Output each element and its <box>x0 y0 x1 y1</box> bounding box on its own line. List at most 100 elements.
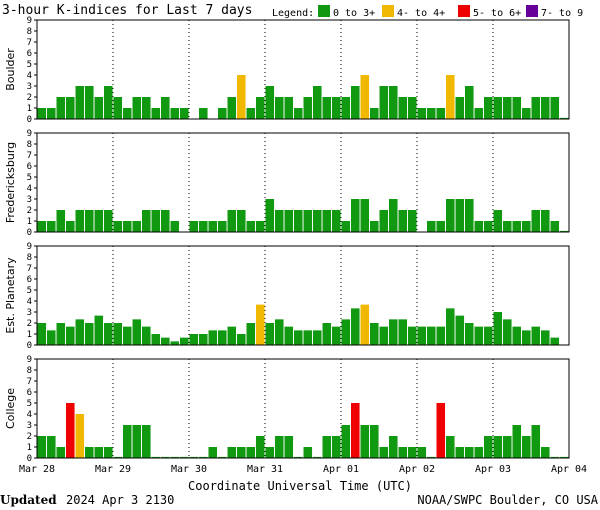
k-bar <box>313 86 322 119</box>
k-bar <box>37 323 47 345</box>
k-bar <box>85 86 94 119</box>
k-bar <box>474 108 484 119</box>
k-bar <box>493 312 503 345</box>
k-bar <box>237 334 246 345</box>
k-bar <box>474 447 484 458</box>
k-bar <box>370 323 379 345</box>
k-bar <box>427 108 436 119</box>
k-bar <box>522 108 531 119</box>
y-tick-label: 1 <box>27 330 32 340</box>
k-bar <box>275 97 284 119</box>
k-bar <box>104 86 113 119</box>
k-bar <box>256 304 265 345</box>
k-bar <box>256 436 265 458</box>
k-bar <box>322 436 332 458</box>
k-bar <box>256 221 265 232</box>
k-bar <box>522 330 531 345</box>
k-bar <box>170 341 180 345</box>
k-bar <box>123 425 132 458</box>
source-credit: NOAA/SWPC Boulder, CO USA <box>417 493 598 507</box>
k-bar <box>161 456 170 458</box>
k-bar <box>389 319 398 345</box>
k-bar <box>408 326 417 345</box>
k-bar <box>313 330 322 345</box>
k-bar <box>465 199 474 232</box>
k-bar <box>294 210 303 232</box>
k-bar <box>512 221 522 232</box>
k-bar <box>550 97 560 119</box>
k-bar <box>94 315 104 345</box>
y-tick-label: 4 <box>27 297 32 307</box>
k-bar <box>531 97 541 119</box>
k-bar <box>284 326 294 345</box>
k-bar <box>123 108 132 119</box>
k-bar <box>360 75 370 119</box>
panel-frame <box>36 358 570 459</box>
y-tick-label: 5 <box>27 286 32 296</box>
k-bar <box>265 447 275 458</box>
k-bar <box>360 425 370 458</box>
y-tick-label: 3 <box>27 308 32 318</box>
k-bar <box>550 221 560 232</box>
updated-timestamp: 2024 Apr 3 2130 <box>66 493 174 507</box>
y-tick-label: 8 <box>27 253 32 263</box>
updated-label: Updated <box>0 493 57 507</box>
y-tick-label: 3 <box>27 195 32 205</box>
k-bar <box>218 330 227 345</box>
k-bar <box>465 447 474 458</box>
k-bar <box>322 323 332 345</box>
k-bar <box>246 447 256 458</box>
k-bar <box>47 108 56 119</box>
k-bar <box>294 330 303 345</box>
k-bar <box>531 425 541 458</box>
k-bar <box>484 436 493 458</box>
k-bar <box>370 221 379 232</box>
k-bar <box>227 97 237 119</box>
k-bar <box>398 447 408 458</box>
k-bar <box>94 447 104 458</box>
y-tick-label: 5 <box>27 60 32 70</box>
k-bar <box>189 334 199 345</box>
y-tick-label: 1 <box>27 443 32 453</box>
k-bar <box>436 326 446 345</box>
k-bar <box>360 199 370 232</box>
panel-label: College <box>4 388 17 429</box>
k-bar <box>85 447 94 458</box>
k-bar <box>503 436 512 458</box>
k-bar <box>379 210 389 232</box>
k-bar <box>75 210 85 232</box>
y-tick-label: 9 <box>27 355 32 365</box>
y-tick-label: 7 <box>27 377 32 387</box>
k-bar <box>398 319 408 345</box>
k-bar <box>113 323 123 345</box>
k-bar <box>246 323 256 345</box>
k-bar <box>75 319 85 345</box>
x-tick-label: Apr 02 <box>399 464 435 475</box>
k-bar <box>237 447 246 458</box>
k-bar <box>123 221 132 232</box>
k-bar <box>398 97 408 119</box>
legend-swatch-1 <box>318 5 330 17</box>
y-tick-label: 5 <box>27 173 32 183</box>
k-bar <box>408 97 417 119</box>
panel-frame <box>36 132 570 233</box>
legend-swatch-2 <box>382 5 394 17</box>
k-bar <box>474 326 484 345</box>
k-bar <box>113 221 123 232</box>
y-tick-label: 8 <box>27 140 32 150</box>
k-bar <box>493 210 503 232</box>
y-tick-label: 9 <box>27 129 32 139</box>
y-tick-label: 9 <box>27 242 32 252</box>
k-bar <box>56 447 66 458</box>
k-bar <box>180 456 189 458</box>
k-bar <box>332 210 341 232</box>
k-bar <box>132 221 142 232</box>
k-bar <box>113 456 123 458</box>
y-tick-label: 2 <box>27 206 32 216</box>
k-bar <box>180 108 189 119</box>
k-bar <box>455 97 465 119</box>
k-bar <box>522 221 531 232</box>
k-bar <box>142 210 151 232</box>
k-bar <box>351 403 360 458</box>
